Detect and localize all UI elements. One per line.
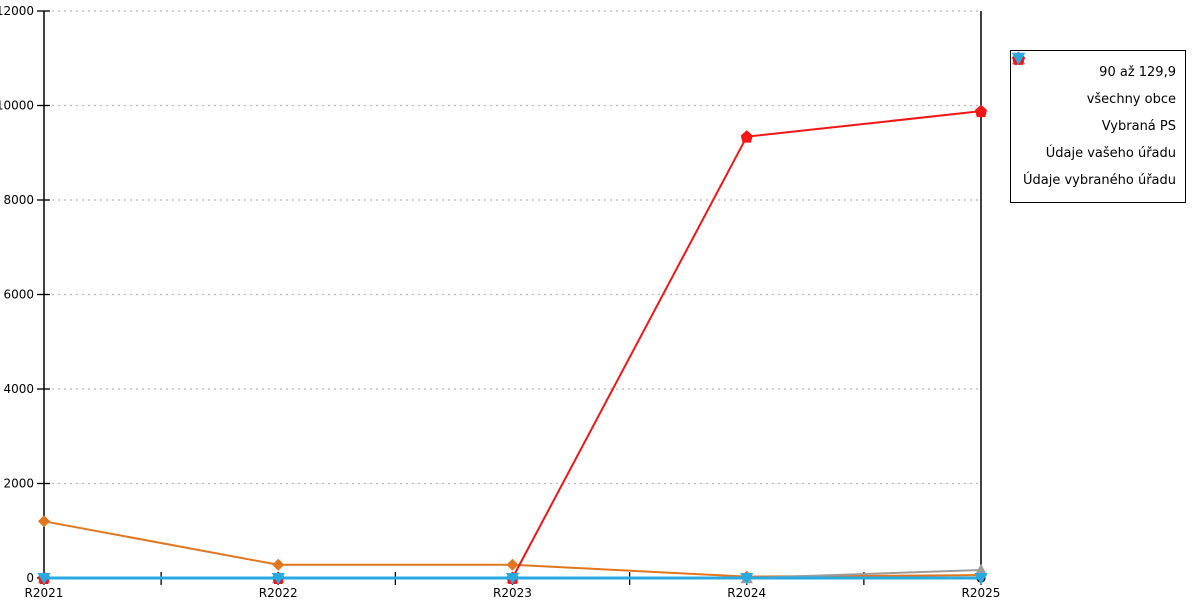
series-line-3 xyxy=(44,110,982,579)
y-tick-label: 8000 xyxy=(3,193,34,207)
y-tick-label: 12000 xyxy=(0,4,34,18)
x-tick-label: R2022 xyxy=(259,586,298,600)
series-marker-0 xyxy=(38,515,50,528)
x-tick-label: R2025 xyxy=(962,586,1001,600)
legend-item: Údaje vybraného úřadu xyxy=(1011,52,1176,194)
y-tick-label: 2000 xyxy=(3,477,34,491)
legend-item-label: všechny obce xyxy=(1086,92,1176,107)
series-marker-4 xyxy=(740,573,754,585)
series-marker-4 xyxy=(974,573,988,585)
y-tick-label: 4000 xyxy=(3,382,34,396)
legend-item-label: 90 až 129,9 xyxy=(1099,65,1176,80)
series-marker-3 xyxy=(975,104,987,118)
legend-item-label: Vybraná PS xyxy=(1101,119,1176,134)
series-marker-2 xyxy=(974,563,988,576)
series-marker-0 xyxy=(506,558,519,571)
series-marker-3 xyxy=(740,130,753,143)
series-marker-0 xyxy=(272,558,285,571)
legend-item: 90 až 129,9 xyxy=(1012,52,1176,86)
y-tick-label: 6000 xyxy=(3,288,34,302)
series-marker-4 xyxy=(271,573,285,585)
legend-item: Údaje vašeho úřadu xyxy=(1012,51,1176,167)
triangle-down-legend-icon xyxy=(1011,52,1026,65)
series-marker-4 xyxy=(37,573,51,585)
legend-item-label: Údaje vašeho úřadu xyxy=(1045,146,1176,161)
legend-item: všechny obce xyxy=(1013,53,1176,113)
legend: 90 až 129,9 všechny obce Vybraná PS Údaje v… xyxy=(1010,50,1186,203)
y-tick-label: 0 xyxy=(26,571,34,585)
x-tick-label: R2021 xyxy=(25,586,64,600)
y-tick-label: 10000 xyxy=(0,99,34,113)
x-tick-label: R2024 xyxy=(727,586,766,600)
legend-item: Vybraná PS xyxy=(1011,52,1176,140)
x-tick-label: R2023 xyxy=(493,586,532,600)
series-marker-4 xyxy=(505,573,520,585)
legend-item-label: Údaje vybraného úřadu xyxy=(1022,173,1176,188)
